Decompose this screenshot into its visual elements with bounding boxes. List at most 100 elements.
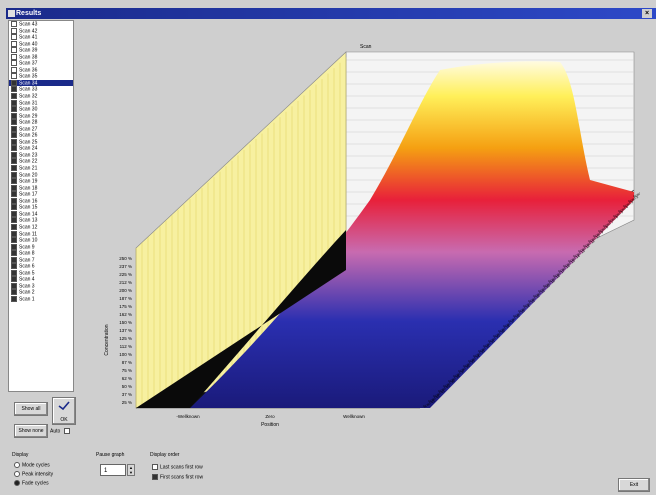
scan-checkbox[interactable] bbox=[11, 132, 17, 139]
scan-list-item[interactable]: Scan 39 bbox=[9, 47, 73, 54]
scan-checkbox[interactable] bbox=[11, 119, 17, 126]
scan-list-item[interactable]: Scan 24 bbox=[9, 145, 73, 152]
scan-checkbox[interactable] bbox=[11, 112, 17, 119]
scan-list-item[interactable]: Scan 23 bbox=[9, 151, 73, 159]
scan-list-item[interactable]: Scan 13 bbox=[9, 217, 73, 224]
show-none-button[interactable]: Show none bbox=[14, 424, 48, 438]
exit-button[interactable]: Exit bbox=[618, 478, 650, 492]
scan-list-item[interactable]: Scan 9 bbox=[9, 243, 73, 251]
close-button[interactable]: × bbox=[642, 9, 652, 18]
scan-checkbox[interactable] bbox=[11, 66, 17, 73]
order-checkbox[interactable] bbox=[152, 474, 158, 480]
scan-checkbox[interactable] bbox=[11, 171, 17, 178]
scan-list-item[interactable]: Scan 33 bbox=[9, 86, 73, 93]
pause-graph-spinner[interactable]: ▲ ▼ bbox=[127, 464, 135, 476]
auto-checkbox[interactable]: Auto bbox=[50, 428, 72, 434]
scan-checkbox[interactable] bbox=[11, 204, 17, 211]
scan-checkbox[interactable] bbox=[11, 295, 17, 302]
scan-checkbox[interactable] bbox=[11, 79, 17, 86]
scan-list-item[interactable]: Scan 4 bbox=[9, 276, 73, 283]
display-order-option[interactable]: First scans first row bbox=[152, 474, 203, 480]
scan-list-item[interactable]: Scan 3 bbox=[9, 282, 73, 290]
scan-checkbox[interactable] bbox=[11, 145, 17, 152]
scan-list-item[interactable]: Scan 7 bbox=[9, 256, 73, 264]
scan-list-item[interactable]: Scan 42 bbox=[9, 27, 73, 35]
scan-list-item[interactable]: Scan 18 bbox=[9, 184, 73, 192]
scan-checkbox[interactable] bbox=[11, 106, 17, 113]
scan-list-item[interactable]: Scan 20 bbox=[9, 171, 73, 179]
radio-dot[interactable] bbox=[14, 471, 20, 477]
scan-list-item[interactable]: Scan 37 bbox=[9, 60, 73, 67]
scan-list-item[interactable]: Scan 11 bbox=[9, 230, 73, 238]
scan-checkbox[interactable] bbox=[11, 21, 17, 27]
scan-checkbox[interactable] bbox=[11, 86, 17, 93]
scan-checkbox[interactable] bbox=[11, 93, 17, 100]
scan-list-item[interactable]: Scan 34 bbox=[9, 79, 73, 87]
scan-checkbox[interactable] bbox=[11, 217, 17, 224]
scan-checkbox[interactable] bbox=[11, 60, 17, 67]
scan-checkbox[interactable] bbox=[11, 276, 17, 283]
scan-checkbox[interactable] bbox=[11, 40, 17, 47]
scan-list-item[interactable]: Scan 30 bbox=[9, 106, 73, 113]
scan-checkbox[interactable] bbox=[11, 197, 17, 204]
scan-checkbox[interactable] bbox=[11, 223, 17, 230]
scan-list-item[interactable]: Scan 27 bbox=[9, 125, 73, 133]
scan-list-item[interactable]: Scan 32 bbox=[9, 93, 73, 100]
scan-checkbox[interactable] bbox=[11, 27, 17, 34]
scan-checkbox[interactable] bbox=[11, 158, 17, 165]
display-radio-option[interactable]: Fade cycles bbox=[14, 480, 49, 486]
pause-graph-input[interactable]: 1 bbox=[100, 464, 126, 476]
scan-list-item[interactable]: Scan 38 bbox=[9, 53, 73, 61]
scan-list-item[interactable]: Scan 31 bbox=[9, 99, 73, 107]
scan-checkbox[interactable] bbox=[11, 237, 17, 244]
scan-list-item[interactable]: Scan 1 bbox=[9, 295, 73, 303]
scan-checkbox[interactable] bbox=[11, 210, 17, 217]
scan-list-item[interactable]: Scan 5 bbox=[9, 269, 73, 277]
scan-list-item[interactable]: Scan 17 bbox=[9, 191, 73, 198]
display-radio-option[interactable]: Peak intensity bbox=[14, 471, 53, 477]
scan-checkbox[interactable] bbox=[11, 34, 17, 41]
scan-checkbox[interactable] bbox=[11, 269, 17, 276]
scan-checkbox[interactable] bbox=[11, 151, 17, 158]
scan-list-item[interactable]: Scan 35 bbox=[9, 73, 73, 80]
spin-down-icon[interactable]: ▼ bbox=[129, 470, 133, 475]
order-checkbox[interactable] bbox=[152, 464, 158, 470]
scan-list-item[interactable]: Scan 25 bbox=[9, 138, 73, 146]
scan-list-item[interactable]: Scan 8 bbox=[9, 250, 73, 257]
scan-checkbox[interactable] bbox=[11, 289, 17, 296]
scan-list-item[interactable]: Scan 2 bbox=[9, 289, 73, 296]
scan-list-item[interactable]: Scan 15 bbox=[9, 204, 73, 211]
display-order-option[interactable]: Last scans first row bbox=[152, 464, 203, 470]
scan-checkbox[interactable] bbox=[11, 250, 17, 257]
scan-list-item[interactable]: Scan 36 bbox=[9, 66, 73, 74]
scan-checkbox[interactable] bbox=[11, 73, 17, 80]
scan-checkbox[interactable] bbox=[11, 47, 17, 54]
scan-checkbox[interactable] bbox=[11, 99, 17, 106]
scan-list-item[interactable]: Scan 12 bbox=[9, 223, 73, 231]
scan-checkbox[interactable] bbox=[11, 282, 17, 289]
display-radio-option[interactable]: Mode cycles bbox=[14, 462, 50, 468]
scan-list-item[interactable]: Scan 43 bbox=[9, 21, 73, 28]
ok-button[interactable]: OK bbox=[52, 397, 76, 425]
radio-dot[interactable] bbox=[14, 480, 20, 486]
scan-checkbox[interactable] bbox=[11, 125, 17, 132]
show-all-button[interactable]: Show all bbox=[14, 402, 48, 416]
scan-checkbox[interactable] bbox=[11, 191, 17, 198]
scan-checkbox[interactable] bbox=[11, 165, 17, 172]
scan-list-item[interactable]: Scan 6 bbox=[9, 263, 73, 270]
scan-checkbox[interactable] bbox=[11, 184, 17, 191]
scan-list-item[interactable]: Scan 19 bbox=[9, 178, 73, 185]
scan-checkbox[interactable] bbox=[11, 178, 17, 185]
scan-list-item[interactable]: Scan 21 bbox=[9, 165, 73, 172]
scan-list-item[interactable]: Scan 29 bbox=[9, 112, 73, 120]
scan-list-item[interactable]: Scan 26 bbox=[9, 132, 73, 139]
radio-dot[interactable] bbox=[14, 462, 20, 468]
scan-list-item[interactable]: Scan 22 bbox=[9, 158, 73, 165]
scan-list-item[interactable]: Scan 16 bbox=[9, 197, 73, 205]
scan-list-item[interactable]: Scan 28 bbox=[9, 119, 73, 126]
scan-list-item[interactable]: Scan 40 bbox=[9, 40, 73, 48]
scan-list-item[interactable]: Scan 14 bbox=[9, 210, 73, 218]
scan-list[interactable]: Scan 43 Scan 42 Scan 41 Scan 40 Scan 39 Scan … bbox=[8, 20, 74, 392]
scan-checkbox[interactable] bbox=[11, 53, 17, 60]
scan-checkbox[interactable] bbox=[11, 138, 17, 145]
